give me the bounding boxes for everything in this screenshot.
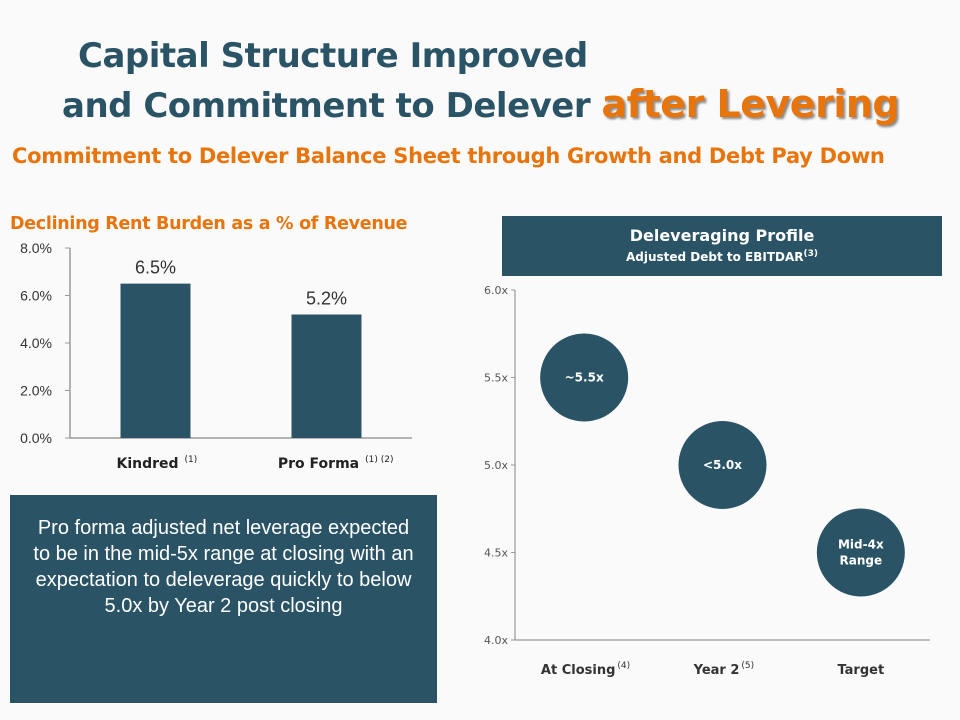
x-tick-label: Target [837,663,884,678]
y-tick-label: 4.0x [484,634,508,647]
y-tick-label: 6.0x [484,284,508,297]
deleveraging-header: Deleveraging Profile Adjusted Debt to EB… [502,216,942,276]
bubble-label: Range [840,554,883,568]
y-tick-label: 5.5x [484,372,508,385]
x-tick-label: Pro Forma [278,456,359,472]
y-tick-label: 4.5x [484,547,508,560]
deleveraging-footnote: (3) [803,249,819,259]
x-tick-note: (4) [617,661,630,671]
bubble-label: Mid-4x [838,538,884,552]
leverage-note: Pro forma adjusted net leverage expected… [10,495,437,703]
y-tick-label: 8.0% [20,240,52,256]
bar-pro-forma [291,314,362,438]
y-tick-label: 0.0% [20,430,52,446]
bubble-year-2 [678,421,767,509]
title-line-1: Capital Structure Improved [78,36,588,76]
title-line-2: and Commitment to Delever after Levering [62,82,900,126]
deleveraging-subtitle-text: Adjusted Debt to EBITDAR [625,250,804,264]
deleveraging-bubble-chart: 4.0x 4.5x 5.0x 5.5x 6.0x ~5.5x At Closing (4) <5… [484,284,930,678]
x-tick-label: At Closing [541,663,615,678]
title-accent: after Levering [601,82,900,126]
deleveraging-title: Deleveraging Profile [629,226,815,245]
x-tick-label: Year 2 [693,663,740,678]
x-tick-label: Kindred [116,456,178,472]
bubble-label: <5.0x [703,458,742,472]
bubble-target [816,508,905,597]
title-line-2-text: and Commitment to Delever [62,86,591,126]
y-tick-label: 4.0% [20,335,52,351]
y-tick-label: 6.0% [20,288,52,304]
data-label: 6.5% [135,258,176,278]
y-tick-label: 5.0x [484,459,508,472]
rent-burden-bar-chart: 0.0% 2.0% 4.0% 6.0% 8.0% 6.5% Kindred (1) 5.2% Pr… [20,240,412,472]
bubble-at-closing [540,333,629,422]
x-tick-note: (1) (2) [365,455,393,465]
bar-kindred [120,283,191,438]
bar-chart-title: Declining Rent Burden as a % of Revenue [10,214,408,234]
deleveraging-subtitle: Adjusted Debt to EBITDAR(3) [502,249,942,264]
data-label: 5.2% [306,289,347,309]
x-tick-note: (5) [741,661,754,671]
y-tick-label: 2.0% [20,383,52,399]
subtitle: Commitment to Delever Balance Sheet thro… [12,144,885,168]
bubble-label: ~5.5x [565,371,604,385]
x-tick-note: (1) [185,455,198,465]
